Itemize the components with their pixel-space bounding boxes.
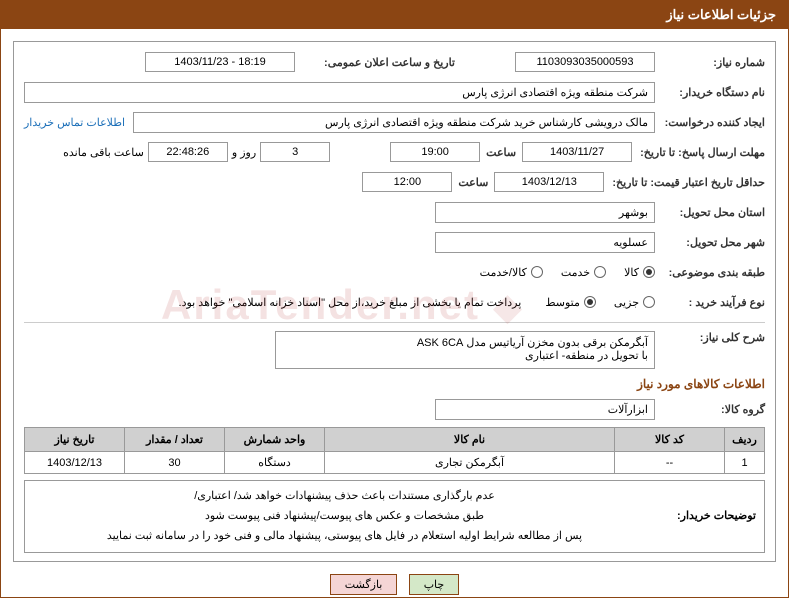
cell-unit: دستگاه (225, 452, 325, 474)
field-deadline-date: 1403/11/27 (522, 142, 632, 162)
label-price-validity: حداقل تاریخ اعتبار قیمت: تا تاریخ: (604, 176, 765, 189)
label-buyer-notes: توضیحات خریدار: (656, 507, 756, 527)
cell-name: آبگرمکن تجاری (325, 452, 615, 474)
table-row: 1 -- آبگرمکن تجاری دستگاه 30 1403/12/13 (25, 452, 765, 474)
label-time-1: ساعت (480, 146, 522, 159)
payment-note: پرداخت تمام یا بخشی از مبلغ خرید،از محل … (175, 296, 526, 309)
label-need-number: شماره نیاز: (655, 56, 765, 69)
main-panel: شماره نیاز: 1103093035000593 تاریخ و ساع… (13, 41, 776, 562)
label-process: نوع فرآیند خرید : (655, 296, 765, 309)
field-request-creator: مالک درویشی کارشناس خرید شرکت منطقه ویژه… (133, 112, 655, 133)
radio-service-label: خدمت (561, 266, 590, 279)
label-time-remaining: ساعت باقی مانده (59, 146, 148, 159)
th-unit: واحد شمارش (225, 428, 325, 452)
label-buyer-org: نام دستگاه خریدار: (655, 86, 765, 99)
print-button[interactable]: چاپ (409, 574, 460, 595)
th-code: کد کالا (615, 428, 725, 452)
label-deadline: مهلت ارسال پاسخ: تا تاریخ: (632, 146, 765, 159)
label-general-desc: شرح کلی نیاز: (655, 331, 765, 344)
radio-goods-label: کالا (624, 266, 639, 279)
label-delivery-city: شهر محل تحویل: (655, 236, 765, 249)
goods-table: ردیف کد کالا نام کالا واحد شمارش تعداد /… (24, 427, 765, 474)
radio-goods[interactable] (643, 266, 655, 278)
cell-qty: 30 (125, 452, 225, 474)
field-deadline-time: 19:00 (390, 142, 480, 162)
radio-minor[interactable] (643, 296, 655, 308)
field-price-validity-date: 1403/12/13 (494, 172, 604, 192)
th-name: نام کالا (325, 428, 615, 452)
buyer-notes-box: توضیحات خریدار: عدم بارگذاری مستندات باع… (24, 480, 765, 553)
field-general-desc: آبگرمکن برقی بدون مخزن آریاتیس مدل ASK 6… (275, 331, 655, 369)
field-announce-date: 1403/11/23 - 18:19 (145, 52, 295, 72)
radio-service[interactable] (594, 266, 606, 278)
field-goods-group: ابزارآلات (435, 399, 655, 420)
section-goods-info: اطلاعات کالاهای مورد نیاز (24, 377, 765, 391)
field-need-number: 1103093035000593 (515, 52, 655, 72)
radio-minor-label: جزیی (614, 296, 639, 309)
field-remaining-time: 22:48:26 (148, 142, 228, 162)
label-request-creator: ایجاد کننده درخواست: (655, 116, 765, 129)
cell-date: 1403/12/13 (25, 452, 125, 474)
back-button[interactable]: بازگشت (330, 574, 398, 595)
field-buyer-org: شرکت منطقه ویژه اقتصادی انرژی پارس (24, 82, 655, 103)
label-delivery-province: استان محل تحویل: (655, 206, 765, 219)
label-days-and: روز و (228, 146, 260, 159)
cell-code: -- (615, 452, 725, 474)
radio-medium-label: متوسط (545, 296, 580, 309)
th-idx: ردیف (725, 428, 765, 452)
title-bar: جزئیات اطلاعات نیاز (1, 1, 788, 29)
th-date: تاریخ نیاز (25, 428, 125, 452)
buyer-notes-text: عدم بارگذاری مستندات باعث حذف پیشنهادات … (33, 487, 656, 546)
label-category: طبقه بندی موضوعی: (655, 266, 765, 279)
radio-goods-service-label: کالا/خدمت (480, 266, 527, 279)
cell-idx: 1 (725, 452, 765, 474)
field-delivery-city: عسلویه (435, 232, 655, 253)
field-price-validity-time: 12:00 (362, 172, 452, 192)
label-goods-group: گروه کالا: (655, 403, 765, 416)
radio-goods-service[interactable] (531, 266, 543, 278)
link-contact-buyer[interactable]: اطلاعات تماس خریدار (24, 116, 133, 129)
field-delivery-province: بوشهر (435, 202, 655, 223)
label-time-2: ساعت (452, 176, 494, 189)
radio-medium[interactable] (584, 296, 596, 308)
label-announce-date: تاریخ و ساعت اعلان عمومی: (295, 56, 455, 69)
field-remaining-days: 3 (260, 142, 330, 162)
radio-group-process: جزیی متوسط (545, 296, 655, 309)
th-qty: تعداد / مقدار (125, 428, 225, 452)
radio-group-category: کالا خدمت کالا/خدمت (480, 266, 655, 279)
